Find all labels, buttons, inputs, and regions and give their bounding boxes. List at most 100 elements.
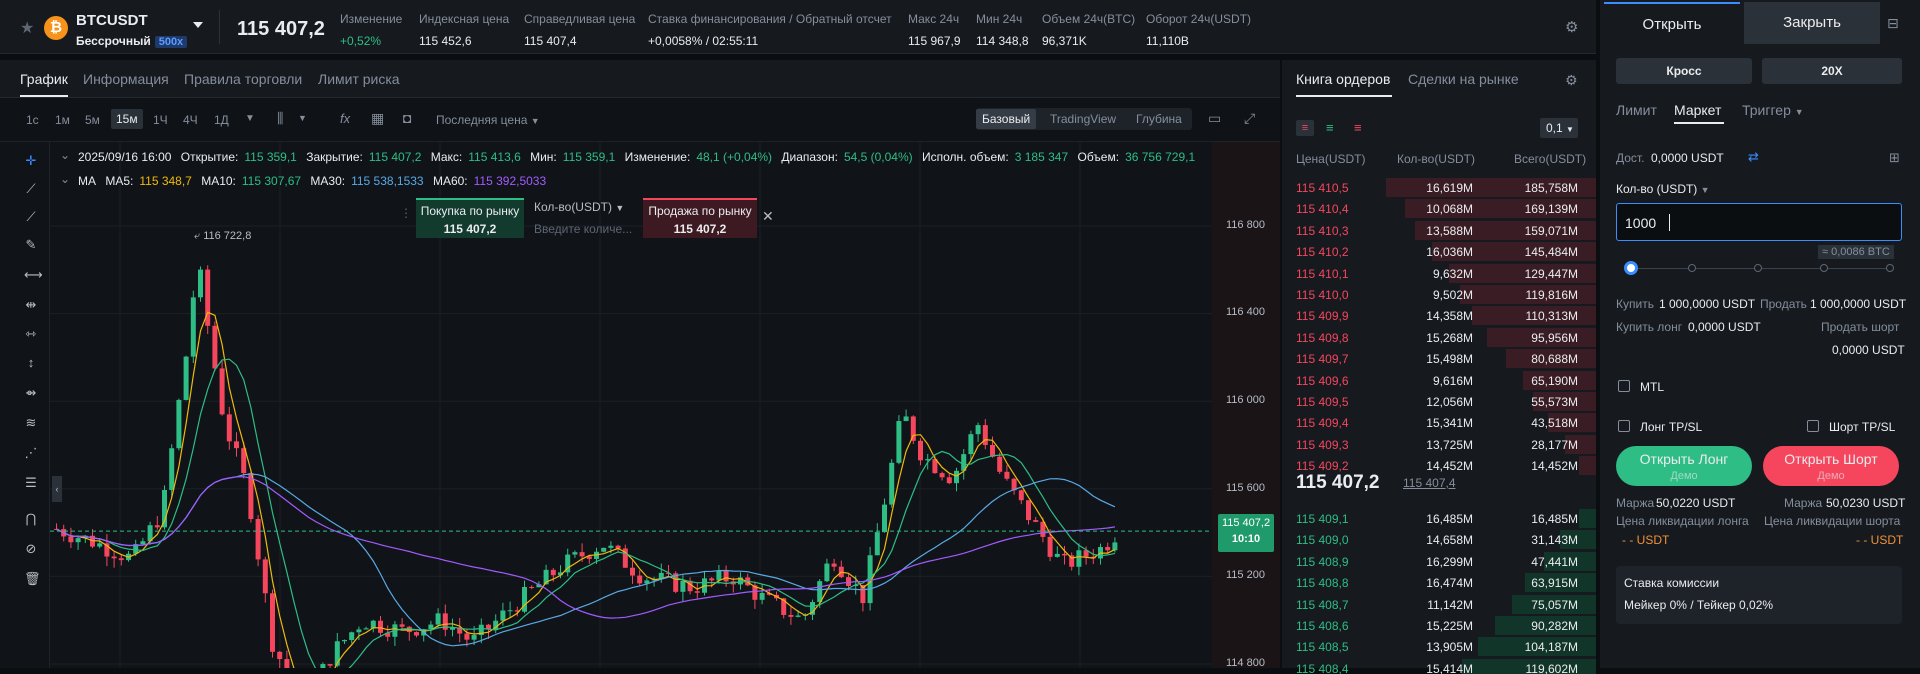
- interval-2[interactable]: 5м: [85, 113, 100, 127]
- ask-row[interactable]: 115 410,4 10,068M 169,139M: [1282, 198, 1596, 219]
- close-tab[interactable]: Закрыть: [1744, 2, 1880, 44]
- legend-collapse-chevron-icon[interactable]: ⌄: [60, 148, 71, 162]
- layout-grid-icon[interactable]: ▦: [371, 110, 385, 126]
- tab-info[interactable]: Информация: [83, 71, 169, 87]
- mtl-checkbox[interactable]: [1618, 380, 1630, 392]
- vertical-line-icon[interactable]: ↕: [27, 355, 35, 370]
- ask-row[interactable]: 115 409,2 14,452M 14,452M: [1282, 455, 1596, 476]
- ask-row[interactable]: 115 409,7 15,498M 80,688M: [1282, 348, 1596, 369]
- ask-row[interactable]: 115 409,9 14,358M 110,313M: [1282, 305, 1596, 326]
- interval-5[interactable]: 4Ч: [183, 113, 198, 127]
- margin-mode-button[interactable]: Кросс: [1616, 58, 1752, 84]
- tab-trading-rules[interactable]: Правила торговли: [184, 71, 303, 87]
- bid-row[interactable]: 115 409,0 14,658M 31,143M: [1282, 529, 1596, 550]
- measure-icon[interactable]: ⇴: [25, 385, 37, 400]
- ask-row[interactable]: 115 409,6 9,616M 65,190M: [1282, 370, 1596, 391]
- slider-step[interactable]: [1820, 264, 1828, 272]
- tab-risk-limit[interactable]: Лимит риска: [318, 71, 400, 87]
- view-depth[interactable]: Глубина: [1136, 112, 1182, 126]
- interval-3[interactable]: 15м: [111, 109, 143, 129]
- pattern-icon[interactable]: ⋰: [24, 445, 38, 460]
- order-type-trigger[interactable]: Триггер ▼: [1742, 102, 1804, 118]
- view-asks-icon[interactable]: ≡: [1354, 120, 1362, 135]
- open-short-button[interactable]: Открыть Шорт Демо: [1763, 446, 1899, 486]
- ask-row[interactable]: 115 410,0 9,502M 119,816M: [1282, 284, 1596, 305]
- magnet-icon[interactable]: ⋂: [25, 511, 37, 526]
- view-bids-icon[interactable]: ≡: [1326, 120, 1334, 135]
- ray-icon[interactable]: ⟋: [26, 209, 36, 224]
- price-chart[interactable]: ⤶ 116 722,8: [0, 142, 1280, 668]
- tab-chart[interactable]: График: [20, 71, 68, 87]
- crosshair-icon[interactable]: ✛: [25, 153, 37, 168]
- delete-drawings-icon[interactable]: 🗑: [24, 571, 41, 586]
- slider-step[interactable]: [1754, 264, 1762, 272]
- collapse-panel-icon[interactable]: ⊟: [1887, 15, 1899, 31]
- bid-row[interactable]: 115 409,1 16,485M 16,485M: [1282, 508, 1596, 529]
- settings-sliders-icon[interactable]: ⚙: [1565, 19, 1579, 36]
- candlestick-chart[interactable]: ⤶ 116 722,8: [0, 142, 1280, 668]
- interval-0[interactable]: 1с: [26, 113, 39, 127]
- leverage-button[interactable]: 20X: [1762, 58, 1902, 84]
- ma-collapse-chevron-icon[interactable]: ⌄: [60, 172, 71, 186]
- horizontal-line-icon[interactable]: ⟷: [24, 267, 43, 282]
- slider-step[interactable]: [1624, 261, 1638, 275]
- favorite-star-icon[interactable]: ★: [20, 20, 35, 37]
- mark-price[interactable]: 115 407,4: [1403, 476, 1456, 490]
- fib-icon[interactable]: ≋: [25, 415, 37, 430]
- bid-row[interactable]: 115 408,7 11,142M 75,057M: [1282, 594, 1596, 615]
- qty-input[interactable]: 1000: [1616, 203, 1902, 241]
- drag-handle-icon[interactable]: ⋮: [400, 206, 412, 220]
- trendline-icon[interactable]: ⟋: [26, 181, 36, 196]
- qty-label[interactable]: Кол-во (USDT) ▼: [1616, 182, 1710, 196]
- fullscreen-icon[interactable]: ⤢: [1244, 110, 1256, 126]
- bid-row[interactable]: 115 408,6 15,225M 90,282M: [1282, 615, 1596, 636]
- panel-layout-icon[interactable]: ▭: [1208, 110, 1222, 126]
- ask-row[interactable]: 115 410,2 16,036M 145,484M: [1282, 241, 1596, 262]
- ask-row[interactable]: 115 410,1 9,632M 129,447M: [1282, 263, 1596, 284]
- short-tpsl-checkbox[interactable]: [1807, 420, 1819, 432]
- market-sell-button[interactable]: Продажа по рынку 115 407,2: [643, 198, 757, 238]
- tab-market-trades[interactable]: Сделки на рынке: [1408, 71, 1519, 87]
- bid-row[interactable]: 115 408,4 15,414M 119,602M: [1282, 658, 1596, 674]
- parallel-channel-icon[interactable]: ⇿: [25, 326, 37, 341]
- collapse-tools-chevron-icon[interactable]: ‹: [52, 476, 62, 502]
- interval-dropdown-chevron-icon[interactable]: ▼: [245, 113, 255, 124]
- ask-row[interactable]: 115 409,4 15,341M 43,518M: [1282, 412, 1596, 433]
- ask-row[interactable]: 115 410,3 13,588M 159,071M: [1282, 220, 1596, 241]
- open-long-button[interactable]: Открыть Лонг Демо: [1616, 446, 1752, 486]
- ask-row[interactable]: 115 409,3 13,725M 28,177M: [1282, 434, 1596, 455]
- tab-order-book[interactable]: Книга ордеров: [1296, 71, 1391, 87]
- long-tpsl-checkbox[interactable]: [1618, 420, 1630, 432]
- screenshot-camera-icon[interactable]: ◘: [403, 110, 412, 126]
- symbol-dropdown-chevron-icon[interactable]: [193, 22, 203, 28]
- open-tab[interactable]: Открыть: [1604, 2, 1740, 44]
- horizontal-ray-icon[interactable]: ⇹: [25, 297, 37, 312]
- price-type-select[interactable]: Последняя цена ▼: [436, 113, 540, 127]
- slider-step[interactable]: [1688, 264, 1696, 272]
- ask-row[interactable]: 115 410,5 16,619M 185,758M: [1282, 177, 1596, 198]
- pencil-icon[interactable]: ✎: [25, 237, 37, 252]
- view-basic[interactable]: Базовый: [976, 109, 1037, 129]
- orderbook-settings-icon[interactable]: ⚙: [1565, 72, 1578, 88]
- close-icon[interactable]: ✕: [762, 208, 774, 224]
- view-both-icon[interactable]: ≡: [1296, 120, 1314, 136]
- hide-drawings-icon[interactable]: ⊘: [25, 541, 37, 556]
- indicators-fx-icon[interactable]: fx: [340, 111, 351, 126]
- text-tool-icon[interactable]: ☰: [25, 475, 37, 490]
- slider-step[interactable]: [1886, 264, 1894, 272]
- view-tradingview[interactable]: TradingView: [1050, 112, 1117, 126]
- calculator-icon[interactable]: ⊞: [1889, 150, 1900, 165]
- quick-qty-input[interactable]: Кол-во(USDT) ▼ Введите количе...: [534, 200, 634, 236]
- ask-row[interactable]: 115 409,5 12,056M 55,573M: [1282, 391, 1596, 412]
- interval-4[interactable]: 1Ч: [153, 113, 168, 127]
- order-type-limit[interactable]: Лимит: [1616, 102, 1657, 118]
- symbol-name[interactable]: BTCUSDT: [76, 12, 148, 29]
- candle-type-icon[interactable]: ⫼: [277, 110, 284, 126]
- market-buy-button[interactable]: Покупка по рынку 115 407,2: [416, 198, 524, 238]
- ask-row[interactable]: 115 409,8 15,268M 95,956M: [1282, 327, 1596, 348]
- precision-select[interactable]: 0,1 ▼: [1540, 118, 1578, 138]
- bid-row[interactable]: 115 408,5 13,905M 104,187M: [1282, 636, 1596, 657]
- interval-1[interactable]: 1м: [55, 113, 70, 127]
- bid-row[interactable]: 115 408,8 16,474M 63,915M: [1282, 572, 1596, 593]
- quick-qty-label[interactable]: Кол-во(USDT) ▼: [534, 200, 634, 214]
